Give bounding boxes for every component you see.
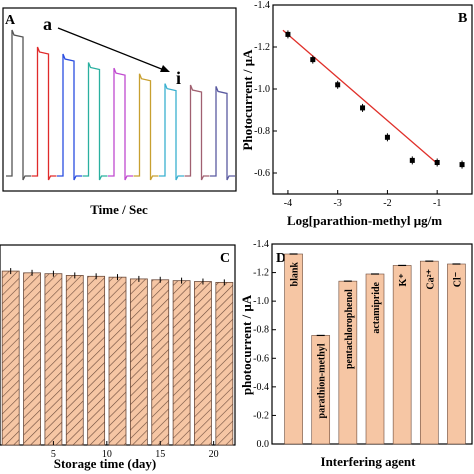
stability-bar	[108, 276, 127, 446]
data-point	[360, 105, 366, 111]
panel-b-xlabel: Log[parathion-methyl μg/m	[287, 213, 442, 228]
stability-bar	[215, 281, 234, 446]
trace-3	[57, 53, 82, 181]
c-xtick-label: 15	[155, 449, 165, 460]
category-label: pentachlorophenol	[344, 289, 355, 369]
panel-d-letter: D	[276, 251, 286, 266]
stability-bar	[1, 270, 20, 446]
trace-1	[6, 29, 31, 181]
panel-b: B -1.4 -1.2 -1.0 -0.8 -0.6 -4 -3 -2 -1 Photocurr…	[240, 0, 473, 228]
panel-c-ticks: 5 10 15 20	[51, 441, 219, 460]
trace-end-label: i	[176, 68, 181, 88]
panel-a-frame	[2, 7, 237, 192]
b-ytick-label: -0.6	[254, 168, 270, 179]
b-ytick-label: -0.8	[254, 126, 270, 137]
trace-6	[133, 73, 159, 181]
panel-b-frame	[272, 4, 473, 195]
panel-b-ylabel: Photocurrent / μA	[240, 49, 255, 151]
trace-9	[210, 86, 235, 181]
panel-a-xlabel: Time / Sec	[90, 202, 148, 217]
b-xtick-label: -1	[433, 198, 441, 209]
stability-bar	[65, 275, 84, 446]
b-ytick-label: -1.4	[254, 0, 270, 11]
fit-line	[282, 29, 438, 165]
trace-8	[184, 84, 210, 181]
panel-a-letter: A	[5, 13, 16, 28]
panel-a: A a i Time / Sec	[2, 7, 237, 217]
c-xtick-label: 20	[209, 449, 219, 460]
d-ytick-label: -1.4	[253, 239, 269, 250]
c-xtick-label: 10	[102, 449, 112, 460]
b-xtick-label: -4	[284, 198, 292, 209]
d-ytick-label: -1.0	[253, 296, 269, 307]
stability-bar	[194, 281, 212, 446]
trace-start-label: a	[43, 14, 52, 34]
data-point	[434, 160, 440, 165]
data-point	[335, 82, 341, 88]
d-ytick-label: -0.8	[253, 325, 269, 336]
panel-c: C 5 10 15 20 Storage time (day)	[0, 244, 236, 471]
trace-7	[159, 83, 184, 181]
trace-5	[108, 67, 133, 181]
panel-d-ticks: -1.4 -1.2 -1.0 -0.8 -0.6 -0.4 -0.2 0.0	[253, 239, 276, 450]
data-point	[384, 134, 390, 140]
data-point	[459, 162, 465, 168]
panel-d: D -1.4 -1.2 -1.0 -0.8 -0.6 -0.4 -0.2 0.0 blank p…	[239, 239, 473, 469]
panel-c-xlabel: Storage time (day)	[54, 456, 157, 471]
panel-c-bars	[1, 268, 234, 446]
d-ytick-label: -0.6	[253, 353, 269, 364]
interference-bar	[447, 263, 466, 445]
data-point	[310, 57, 316, 63]
trace-arrow	[57, 27, 165, 71]
category-label: Cl⁻	[452, 272, 463, 287]
interference-bar	[392, 265, 412, 445]
stability-bar	[87, 275, 106, 446]
d-ytick-label: -0.2	[253, 410, 269, 421]
b-xtick-label: -2	[383, 198, 391, 209]
stability-bar	[129, 278, 148, 446]
panel-c-letter: C	[220, 251, 230, 266]
d-ytick-label: -0.4	[253, 382, 269, 393]
data-point	[285, 31, 291, 37]
stability-bar	[151, 279, 170, 446]
category-label: blank	[290, 262, 301, 287]
category-label: K⁺	[398, 273, 409, 286]
d-ytick-label: 0.0	[257, 439, 270, 450]
category-label: actamipride	[371, 281, 382, 333]
panel-d-xlabel: Interfering agent	[321, 454, 417, 469]
c-xtick-label: 5	[51, 449, 56, 460]
data-point	[409, 157, 415, 163]
stability-bar	[172, 280, 191, 446]
panel-b-ticks: -1.4 -1.2 -1.0 -0.8 -0.6 -4 -3 -2 -1	[254, 0, 441, 209]
b-ytick-label: -1.2	[254, 42, 270, 53]
stability-bar	[44, 273, 63, 446]
category-label: Ca²⁺	[425, 269, 436, 290]
photocurrent-traces	[6, 29, 235, 181]
panel-b-plot	[282, 29, 465, 169]
stability-bar	[23, 272, 41, 446]
b-xtick-label: -3	[334, 198, 342, 209]
arrow-head-icon	[160, 65, 170, 72]
panel-d-ylabel: photocurrent / μA	[239, 294, 254, 395]
panel-d-bars: blank parathion-methyl pentachlorophenol ac…	[284, 253, 466, 445]
trace-4	[82, 62, 108, 181]
trace-2	[31, 46, 57, 181]
d-ytick-label: -1.2	[253, 268, 269, 279]
panel-b-letter: B	[458, 11, 467, 26]
category-label: parathion-methyl	[317, 343, 328, 418]
b-ytick-label: -1.0	[254, 84, 270, 95]
